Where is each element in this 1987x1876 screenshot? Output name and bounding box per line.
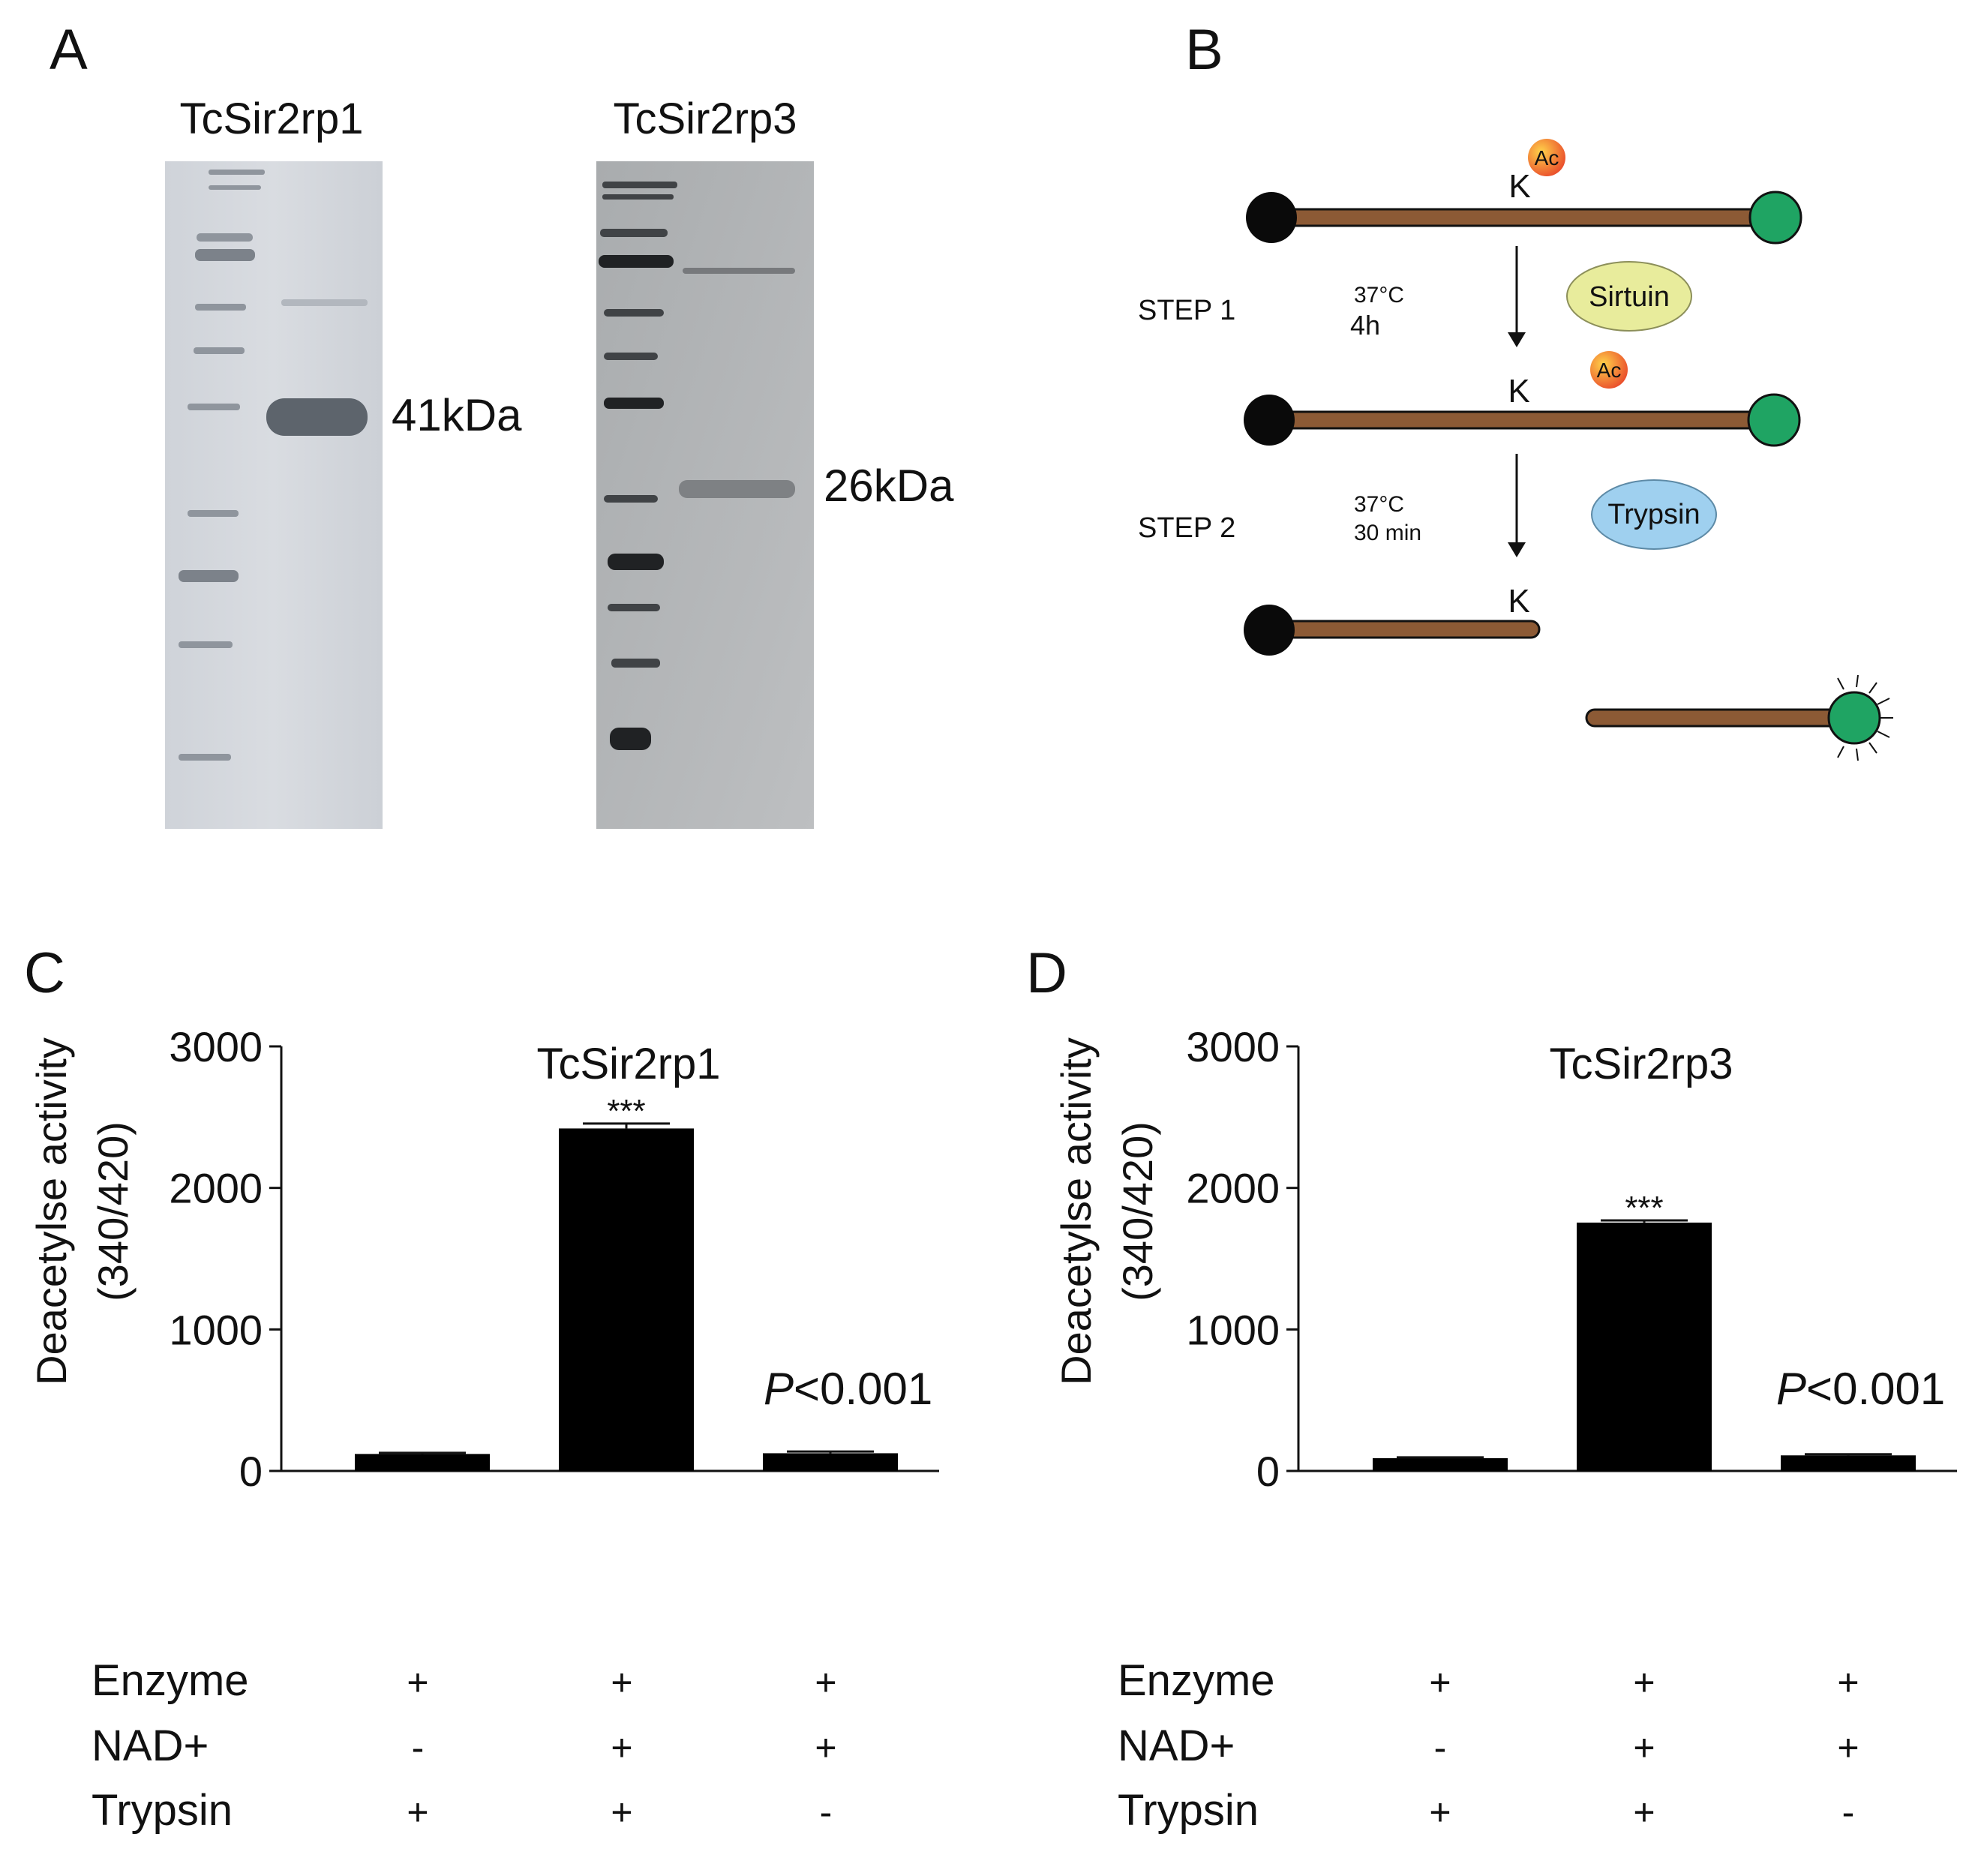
condition-sign: + <box>1633 1661 1655 1703</box>
chart-title: TcSir2rp3 <box>1550 1040 1733 1088</box>
fluorophore-dot <box>1747 393 1801 447</box>
acetyl-badge-released <box>1590 351 1628 389</box>
condition-row-label: NAD+ <box>92 1721 209 1770</box>
condition-row-label: Trypsin <box>92 1786 233 1835</box>
condition-sign: - <box>1434 1727 1447 1769</box>
quencher-dot <box>1244 395 1295 446</box>
bar <box>1373 1458 1508 1471</box>
sirtuin-label: Sirtuin <box>1589 281 1670 313</box>
y-tick-label: 1000 <box>1186 1306 1280 1353</box>
y-tick-label: 0 <box>1256 1448 1280 1495</box>
band-left-faint <box>281 299 368 306</box>
y-axis-label-units: (340/420) <box>89 1121 137 1301</box>
lysine-label: K <box>1508 168 1530 205</box>
quencher-dot <box>1246 192 1297 243</box>
condition-row-label: Enzyme <box>1118 1656 1275 1705</box>
gel-right <box>596 161 814 829</box>
fluorophore-dot-glowing <box>1827 691 1881 745</box>
gel-left <box>165 161 383 829</box>
acetyl-label: Ac <box>1535 146 1559 170</box>
substrate-deacetylated: K Ac <box>1244 351 1801 447</box>
condition-sign: + <box>1429 1661 1451 1703</box>
chart-tcsir2rp1: 0 1000 2000 3000 Deacetylse activity (340/420… <box>28 1023 939 1835</box>
condition-sign: + <box>407 1661 428 1703</box>
trypsin-label: Trypsin <box>1607 499 1700 530</box>
condition-sign: + <box>815 1661 836 1703</box>
significance-stars: *** <box>607 1093 645 1130</box>
condition-sign: + <box>1837 1661 1859 1703</box>
bar <box>559 1128 694 1471</box>
y-axis-label: Deacetylse activity <box>28 1037 75 1385</box>
peptide <box>1266 410 1779 430</box>
condition-row-label: Trypsin <box>1118 1786 1259 1835</box>
step1-time: 4h <box>1350 310 1380 341</box>
condition-sign: + <box>611 1791 632 1833</box>
y-tick-label: 3000 <box>169 1023 263 1070</box>
step2-temp: 37°C <box>1354 492 1404 517</box>
acetyl-badge <box>1528 139 1565 176</box>
quencher-dot <box>1244 605 1295 656</box>
ladder-left <box>179 170 265 761</box>
y-axis-label-units: (340/420) <box>1114 1121 1161 1301</box>
p-value-annotation: P<0.001 <box>764 1364 932 1414</box>
step1-temp: 37°C <box>1354 283 1404 308</box>
peptide <box>1266 208 1779 227</box>
y-tick-label: 3000 <box>1186 1023 1280 1070</box>
gel-title-right: TcSir2rp3 <box>614 95 797 143</box>
p-value-annotation: P<0.001 <box>1776 1364 1945 1414</box>
condition-sign: + <box>1837 1727 1859 1769</box>
lysine-label: K <box>1508 583 1529 620</box>
fluorophore-dot <box>1748 191 1802 245</box>
panel-label-b: B <box>1185 18 1223 82</box>
condition-row-label: Enzyme <box>92 1656 249 1705</box>
chart-tcsir2rp3: 0 1000 2000 3000 Deacetylse activity (340/420… <box>1052 1023 1957 1835</box>
bar <box>1577 1222 1712 1471</box>
step2-time: 30 min <box>1354 521 1421 545</box>
cleaved-quencher-fragment: K <box>1244 583 1541 656</box>
condition-sign: - <box>412 1727 425 1769</box>
condition-sign: - <box>1842 1791 1855 1833</box>
condition-sign: + <box>1633 1791 1655 1833</box>
sirtuin-enzyme <box>1566 261 1692 332</box>
condition-sign: + <box>611 1727 632 1769</box>
panel-label-d: D <box>1026 941 1067 1005</box>
y-tick-label: 1000 <box>169 1306 263 1353</box>
band-left-41kda <box>266 398 368 436</box>
condition-row-label: NAD+ <box>1118 1721 1235 1770</box>
acetyl-label: Ac <box>1597 359 1622 382</box>
panel-label-c: C <box>24 941 65 1005</box>
gel-title-left: TcSir2rp1 <box>180 95 364 143</box>
band-label-41kda: 41kDa <box>392 390 522 440</box>
panel-label-a: A <box>50 18 88 82</box>
y-tick-label: 0 <box>239 1448 263 1495</box>
trypsin-enzyme <box>1591 479 1717 550</box>
y-tick-label: 2000 <box>1186 1165 1280 1212</box>
y-tick-label: 2000 <box>169 1165 263 1212</box>
condition-sign: + <box>1633 1727 1655 1769</box>
substrate-intact: K Ac <box>1246 139 1802 245</box>
condition-sign: + <box>407 1791 428 1833</box>
step1-label: STEP 1 <box>1138 295 1235 326</box>
bar <box>1781 1455 1916 1471</box>
condition-sign: + <box>815 1727 836 1769</box>
arrow-down-icon <box>1508 454 1526 557</box>
band-right-faint <box>683 268 795 274</box>
arrow-down-icon <box>1508 246 1526 347</box>
fluorescence-rays <box>1837 674 1893 761</box>
condition-sign: - <box>820 1791 833 1833</box>
band-label-26kda: 26kDa <box>824 461 954 511</box>
band-right-26kda <box>679 480 795 498</box>
lysine-label: K <box>1508 373 1529 410</box>
bar <box>355 1454 490 1471</box>
condition-sign: + <box>611 1661 632 1703</box>
condition-sign: + <box>1429 1791 1451 1833</box>
bar <box>763 1453 898 1471</box>
step2-label: STEP 2 <box>1138 512 1235 544</box>
y-axis-label: Deacetylse activity <box>1052 1037 1100 1385</box>
significance-stars: *** <box>1625 1190 1663 1226</box>
cleaved-fluorescent-fragment <box>1585 674 1893 761</box>
ladder-right <box>599 182 677 750</box>
chart-title: TcSir2rp1 <box>537 1040 721 1088</box>
